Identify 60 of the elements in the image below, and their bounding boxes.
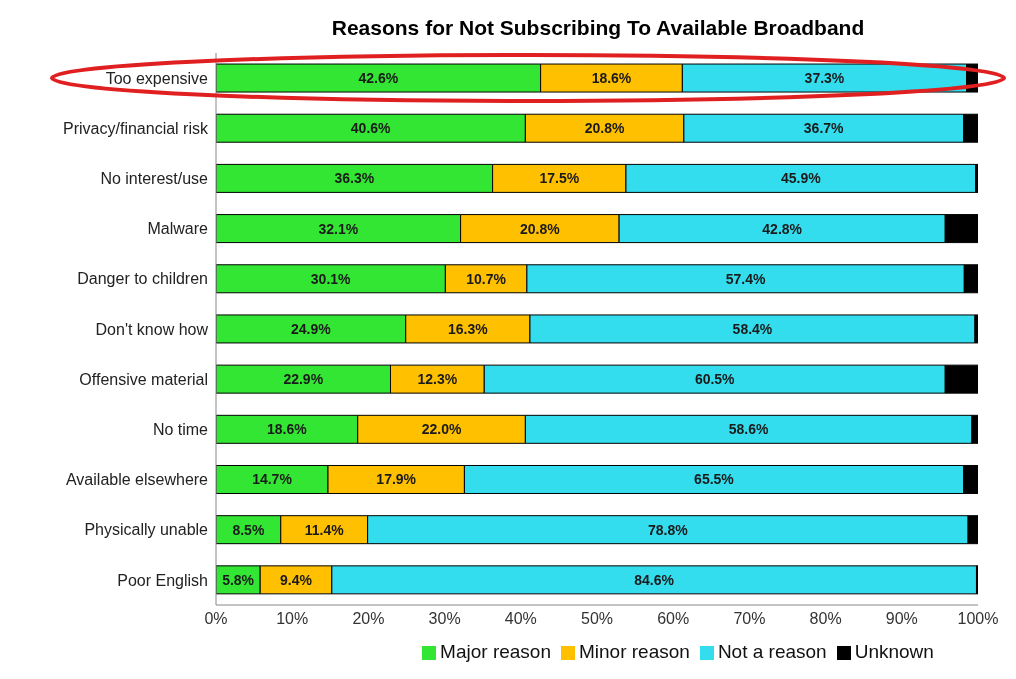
y-tick-label: Physically unable [84,521,209,539]
data-label: 12.3% [417,371,458,388]
data-label: 22.0% [421,421,462,438]
y-tick-label: No time [152,421,209,439]
data-label: 16.3% [447,320,489,337]
legend-label: Not a reason [717,641,827,662]
legend-label: Minor reason [578,641,690,662]
y-tick-label: Malware [147,220,209,238]
data-label: 40.6% [350,120,392,137]
legend-label: Major reason [440,641,551,662]
x-tick-label: 30% [428,610,461,628]
data-label: 84.6% [634,571,675,588]
data-label: 24.9% [291,320,332,337]
x-tick-label: 80% [809,610,842,628]
data-label: 36.3% [334,170,375,187]
legend-label: Unknown [854,641,934,662]
data-label: 36.7% [803,120,845,137]
x-tick-label: 60% [657,610,690,628]
x-tick-label: 100% [957,610,999,628]
data-label: 11.4% [304,521,345,538]
data-label: 22.9% [283,371,324,388]
data-label: 20.8% [520,220,561,237]
data-label: 60.5% [694,371,736,388]
data-label: 78.8% [648,521,689,538]
chart-title: Reasons for Not Subscribing To Available Broadband [330,15,866,41]
data-label: 42.6% [358,70,399,87]
data-label: 9.4% [280,571,313,588]
x-tick-label: 90% [885,610,918,628]
x-tick-label: 40% [504,610,537,628]
data-label: 17.5% [539,170,580,187]
data-label: 58.6% [728,421,770,438]
y-tick-label: Privacy/financial risk [63,119,209,137]
y-tick-label: No interest/use [100,170,209,188]
data-label: 20.8% [584,120,626,137]
x-tick-label: 50% [580,610,614,628]
x-tick-label: 20% [352,610,385,628]
data-label: 32.1% [318,220,359,237]
x-tick-label: 70% [733,610,766,628]
data-label: 45.9% [780,170,822,187]
data-label: 10.7% [466,270,507,287]
data-label: 57.4% [725,270,766,287]
data-label: 17.9% [376,471,417,488]
y-tick-label: Don't know how [95,320,209,338]
data-label: 58.4% [732,320,773,337]
data-label: 37.3% [804,70,845,87]
y-tick-label: Offensive material [79,370,208,388]
data-label: 18.6% [267,421,308,438]
data-label: 42.8% [762,220,803,237]
data-label: 8.5% [232,521,265,538]
data-label: 14.7% [252,471,293,488]
x-tick-label: 10% [276,610,309,628]
data-label: 18.6% [591,70,632,87]
y-tick-label: Danger to children [77,270,208,288]
y-tick-label: Poor English [117,571,208,589]
data-label: 30.1% [310,270,352,287]
data-label: 65.5% [694,471,735,488]
y-tick-label: Too expensive [105,69,209,87]
data-label: 5.8% [222,571,255,588]
y-tick-label: Available elsewhere [65,471,209,489]
x-tick-label: 0% [204,610,228,628]
